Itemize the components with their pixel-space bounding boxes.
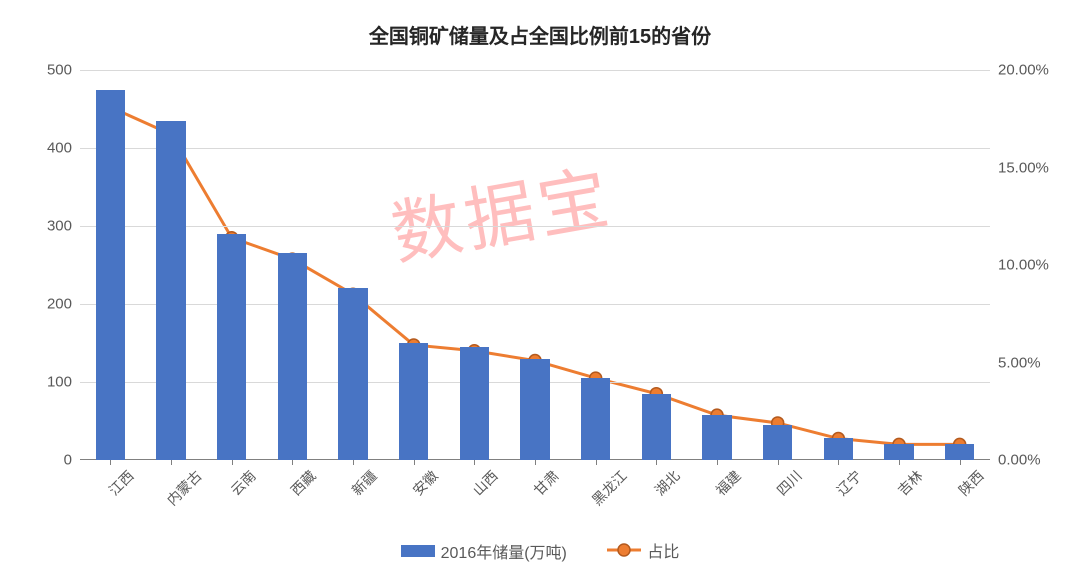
legend-item-line: 占比 (607, 538, 679, 562)
bar (460, 347, 489, 460)
x-tick (110, 460, 111, 465)
x-tick-label: 甘肃 (529, 466, 563, 500)
grid-line (80, 148, 990, 149)
y-left-tick-label: 0 (64, 452, 72, 469)
x-tick (414, 460, 415, 465)
y-right-tick-label: 10.00% (998, 257, 1049, 274)
bar (763, 425, 792, 460)
legend-swatch-line (607, 543, 641, 557)
bar (945, 444, 974, 460)
y-right-tick-label: 15.00% (998, 159, 1049, 176)
x-tick-label: 吉林 (893, 466, 927, 500)
x-tick (171, 460, 172, 465)
bar (278, 253, 307, 460)
legend-label-bar: 2016年储量(万吨) (441, 539, 567, 563)
grid-line (80, 226, 990, 227)
bar (156, 121, 185, 460)
x-tick (353, 460, 354, 465)
x-tick (717, 460, 718, 465)
bar (217, 234, 246, 460)
bar (399, 343, 428, 460)
chart-title: 全国铜矿储量及占全国比例前15的省份 (0, 0, 1080, 49)
x-tick-label: 内蒙古 (162, 466, 206, 510)
bar (824, 438, 853, 460)
chart-container: 全国铜矿储量及占全国比例前15的省份 数据宝 01002003004005000… (0, 0, 1080, 575)
plot-area: 数据宝 01002003004005000.00%5.00%10.00%15.0… (80, 70, 990, 460)
x-tick (838, 460, 839, 465)
y-left-tick-label: 200 (47, 296, 72, 313)
x-tick-label: 安徽 (408, 466, 442, 500)
x-tick-label: 黑龙江 (587, 466, 631, 510)
x-tick (778, 460, 779, 465)
bar (884, 444, 913, 460)
x-tick (474, 460, 475, 465)
y-right-tick-label: 0.00% (998, 452, 1041, 469)
legend: 2016年储量(万吨) 占比 (0, 538, 1080, 563)
x-tick-label: 陕西 (954, 466, 988, 500)
grid-line (80, 70, 990, 71)
y-left-tick-label: 500 (47, 62, 72, 79)
x-tick-label: 云南 (226, 466, 260, 500)
x-tick-label: 山西 (469, 466, 503, 500)
x-tick-label: 江西 (105, 466, 139, 500)
bar (581, 378, 610, 460)
x-tick-label: 新疆 (347, 466, 381, 500)
legend-label-line: 占比 (647, 538, 679, 562)
bar (338, 288, 367, 460)
x-tick (535, 460, 536, 465)
x-tick-label: 四川 (772, 466, 806, 500)
y-left-tick-label: 400 (47, 140, 72, 157)
y-left-tick-label: 300 (47, 218, 72, 235)
x-tick (899, 460, 900, 465)
x-tick-label: 湖北 (651, 466, 685, 500)
bar (520, 359, 549, 460)
x-tick (596, 460, 597, 465)
y-right-tick-label: 5.00% (998, 354, 1041, 371)
x-tick (656, 460, 657, 465)
legend-swatch-bar (401, 545, 435, 557)
x-tick (232, 460, 233, 465)
bar (702, 415, 731, 460)
x-tick-label: 西藏 (287, 466, 321, 500)
bar (96, 90, 125, 461)
y-left-tick-label: 100 (47, 374, 72, 391)
x-tick-label: 辽宁 (833, 466, 867, 500)
x-tick (960, 460, 961, 465)
x-tick (292, 460, 293, 465)
bar (642, 394, 671, 460)
x-tick-label: 福建 (711, 466, 745, 500)
y-right-tick-label: 20.00% (998, 62, 1049, 79)
legend-item-bar: 2016年储量(万吨) (401, 539, 567, 563)
